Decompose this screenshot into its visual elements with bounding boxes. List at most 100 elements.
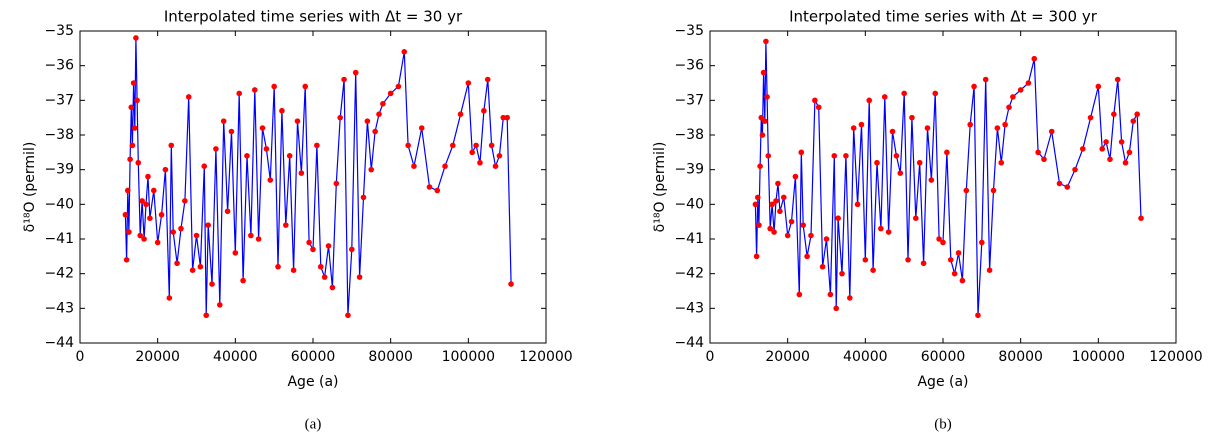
data-point [166, 295, 173, 301]
data-point [1111, 111, 1117, 117]
data-point [909, 114, 915, 121]
data-point [380, 101, 386, 107]
data-point [784, 232, 791, 239]
data-point [959, 277, 966, 284]
x-tick-label: 100000 [442, 349, 495, 365]
data-point [1122, 159, 1129, 166]
data-point [897, 170, 904, 176]
data-point [796, 291, 803, 298]
data-point [874, 159, 880, 166]
data-point [131, 125, 138, 131]
data-point [174, 260, 180, 267]
data-point [279, 107, 285, 114]
data-point [387, 90, 394, 97]
x-tick-label: 100000 [1072, 349, 1125, 365]
data-point [220, 118, 227, 124]
data-point [913, 215, 919, 221]
data-point [944, 149, 950, 156]
data-point [333, 180, 340, 187]
x-tick-label: 60000 [291, 349, 336, 365]
y-tick-label: −44 [44, 335, 74, 351]
data-point [1134, 111, 1140, 117]
data-point [916, 159, 923, 166]
data-point [123, 257, 130, 263]
data-point [259, 125, 266, 131]
data-point [975, 312, 981, 319]
data-point [450, 142, 456, 149]
data-point [893, 153, 900, 159]
data-point [905, 257, 911, 263]
data-point [411, 163, 417, 169]
data-point [130, 80, 137, 86]
data-point [341, 76, 347, 83]
data-point [994, 125, 1001, 131]
data-point [862, 257, 869, 263]
data-point [764, 94, 770, 100]
data-point [982, 76, 989, 83]
data-point [881, 94, 888, 100]
data-point [129, 142, 136, 149]
chart-title: Interpolated time series with Δt = 30 yr [164, 8, 463, 26]
x-tick-label: 40000 [213, 349, 258, 365]
data-point [998, 159, 1005, 166]
data-point [777, 208, 783, 215]
data-point [481, 107, 487, 114]
data-point [434, 187, 441, 194]
data-point [286, 153, 293, 159]
data-point [364, 118, 371, 124]
data-point [759, 132, 766, 138]
data-point [761, 118, 768, 124]
data-point [967, 121, 973, 128]
data-point [936, 236, 942, 242]
data-point [248, 232, 254, 239]
data-point [298, 170, 305, 176]
data-point [141, 236, 147, 242]
data-point [182, 198, 188, 204]
data-point [283, 222, 289, 228]
data-point [792, 173, 799, 180]
data-point [815, 104, 822, 111]
data-point [1130, 118, 1137, 124]
data-point [1107, 156, 1113, 163]
data-point [368, 166, 375, 173]
data-point [885, 229, 892, 235]
data-point [496, 153, 503, 159]
x-axis-label: Age (a) [917, 374, 968, 390]
data-point [889, 128, 896, 135]
data-point [504, 114, 510, 121]
data-point [1138, 215, 1144, 221]
data-point [767, 225, 773, 232]
data-point [255, 236, 262, 242]
data-point [135, 159, 142, 166]
data-point [405, 142, 411, 149]
data-point [352, 69, 359, 76]
data-point [1006, 104, 1012, 111]
data-point [771, 229, 777, 235]
data-point [1031, 55, 1038, 62]
data-point [314, 142, 320, 149]
caption: (b) [934, 416, 952, 432]
data-point [442, 163, 448, 169]
data-point [947, 257, 954, 263]
data-point [205, 222, 211, 228]
data-point [763, 38, 769, 45]
y-tick-label: −37 [674, 92, 704, 108]
data-point [488, 142, 495, 149]
x-tick-label: 20000 [135, 349, 180, 365]
data-point [823, 236, 830, 242]
data-point [955, 250, 962, 256]
x-tick-label: 120000 [1149, 349, 1202, 365]
data-point [228, 128, 235, 135]
data-point [267, 177, 274, 183]
data-point [236, 90, 243, 97]
series-line [754, 41, 1142, 316]
data-point [203, 312, 210, 319]
data-point [1041, 156, 1047, 163]
x-tick-label: 0 [76, 349, 85, 365]
data-point [349, 246, 355, 253]
data-point [310, 246, 316, 253]
data-point [154, 239, 161, 246]
data-point [337, 114, 343, 121]
data-point [360, 194, 367, 201]
